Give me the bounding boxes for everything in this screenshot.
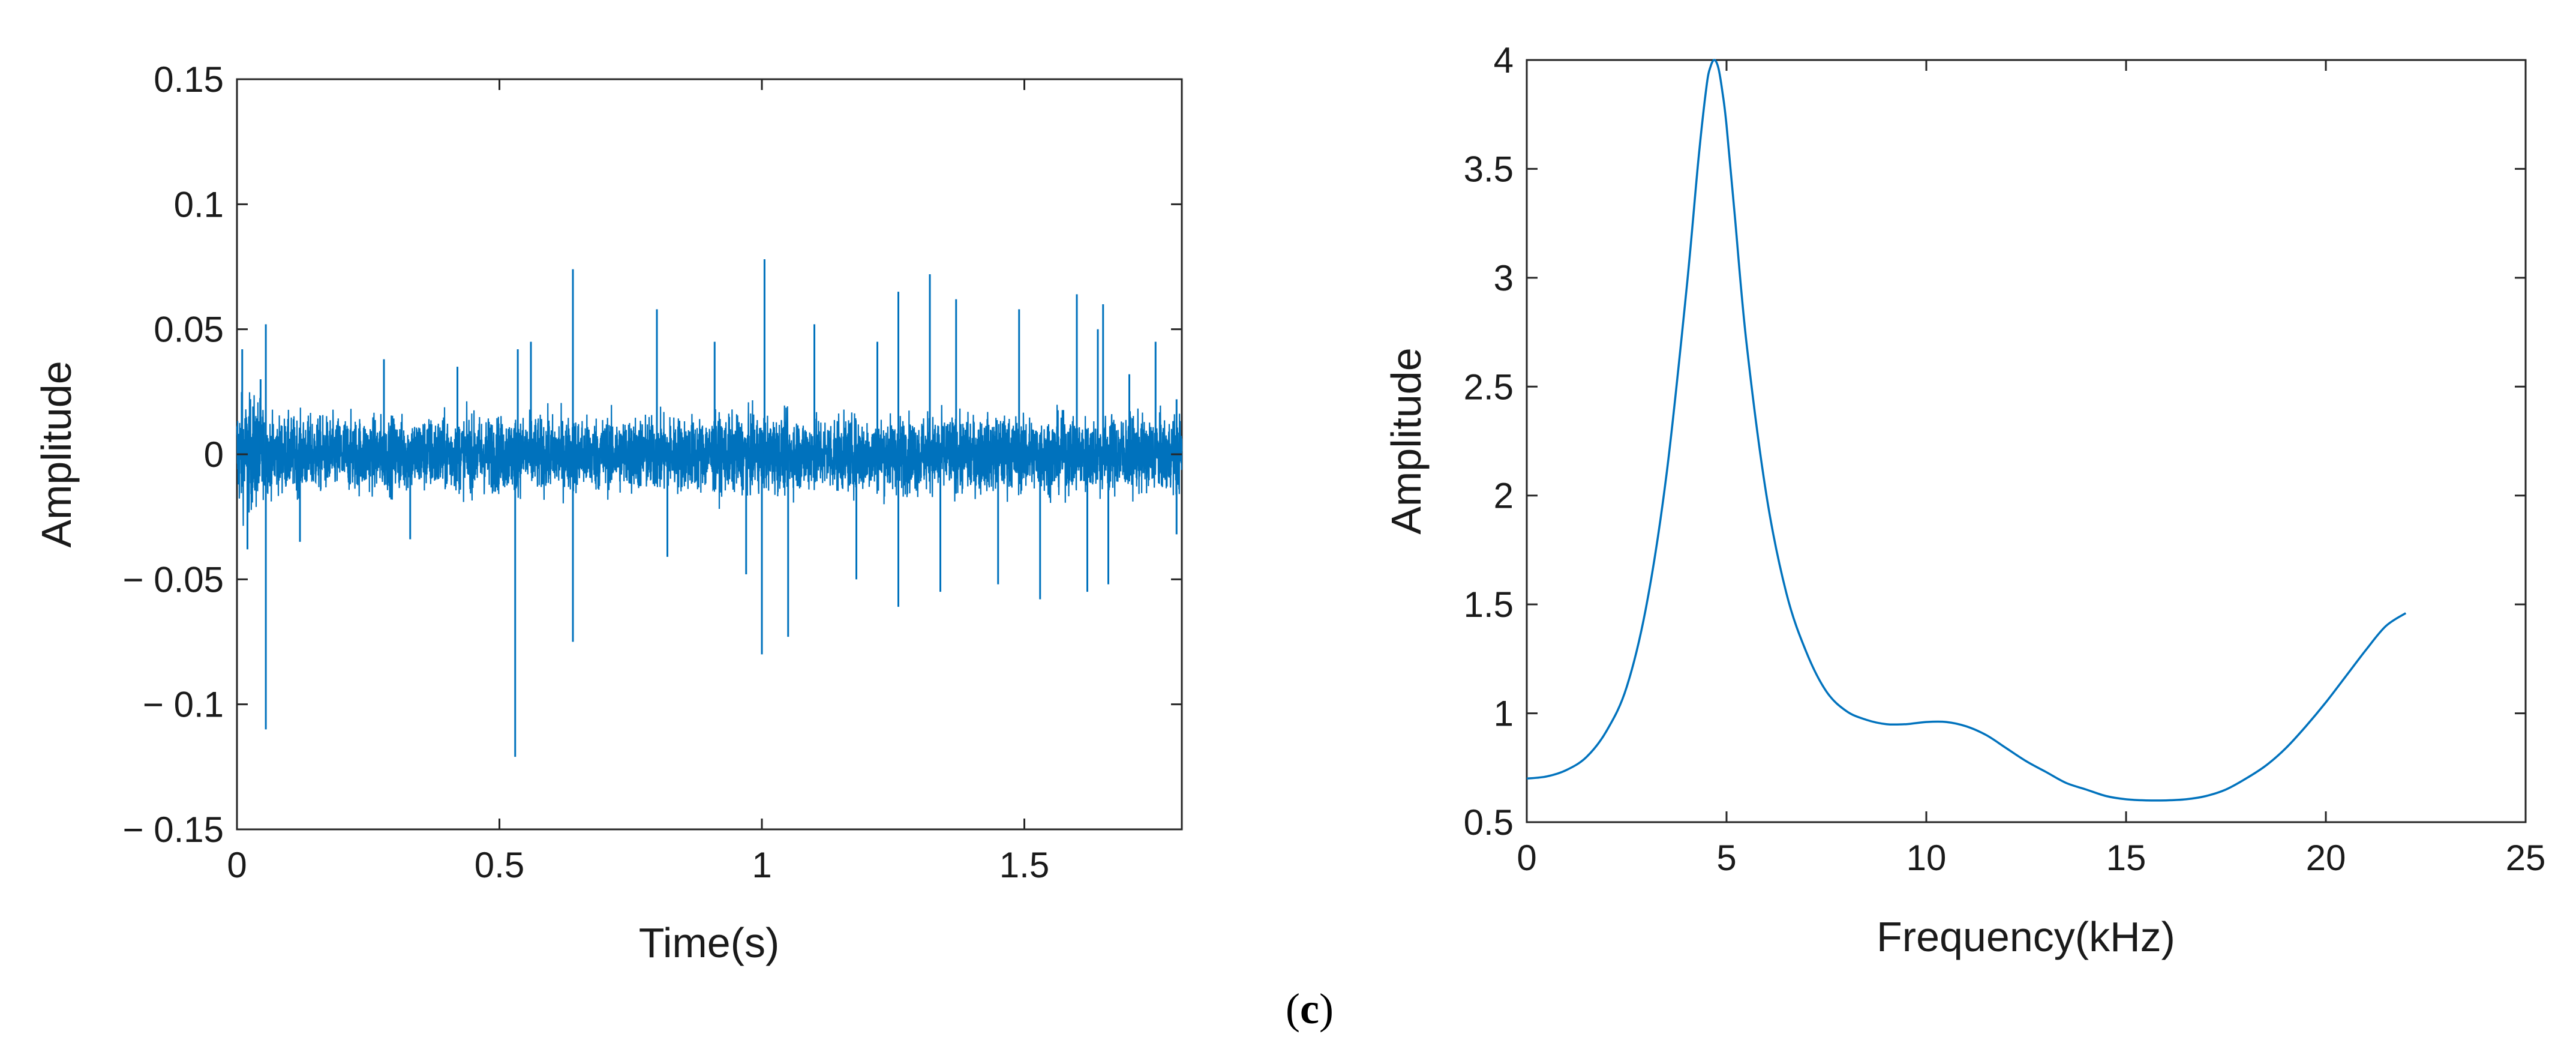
- right-y-tick-label: 2.5: [1464, 367, 1514, 407]
- right-x-tick-label: 25: [2506, 838, 2546, 878]
- right-ticks-group: 0 5 10 15 20 25 0.5 1 1.5 2 2.5 3 3.5 4: [1464, 40, 2546, 878]
- left-y-tick-label: 0.1: [174, 184, 224, 224]
- right-x-tick-label: 20: [2306, 838, 2346, 878]
- left-x-axis-title: Time(s): [639, 919, 780, 966]
- left-plot-area-group: 0 0.5 1 1.5 − 0.15 − 0.1 − 0.05 0 0.05 0.1 0.15: [123, 59, 1183, 885]
- left-y-tick-label: − 0.15: [123, 810, 224, 850]
- right-plot-area-group: 0 5 10 15 20 25 0.5 1 1.5 2 2.5 3 3.5 4: [1464, 40, 2546, 878]
- right-y-tick-label: 1.5: [1464, 585, 1514, 625]
- panel-label-letter: c: [1300, 985, 1319, 1033]
- panel-label: (c): [1286, 985, 1334, 1033]
- right-y-tick-label: 4: [1494, 40, 1514, 80]
- right-x-tick-label: 5: [1716, 838, 1736, 878]
- left-x-tick-label: 0.5: [475, 845, 524, 885]
- left-y-tick-label: 0.15: [154, 59, 224, 100]
- right-x-tick-label: 10: [1907, 838, 1947, 878]
- right-y-tick-label: 3: [1494, 258, 1514, 298]
- right-y-tick-label: 3.5: [1464, 149, 1514, 189]
- right-y-tick-label: 2: [1494, 476, 1514, 516]
- right-spectrum-line: [1526, 59, 2407, 802]
- left-x-tick-label: 1: [752, 845, 771, 885]
- panel-label-open: (: [1286, 985, 1300, 1033]
- right-x-tick-label: 0: [1517, 838, 1536, 878]
- right-x-axis-title: Frequency(kHz): [1877, 913, 2175, 960]
- left-series-group: [236, 259, 1183, 757]
- left-y-axis-title: Amplitude: [33, 361, 80, 547]
- right-y-axis-title: Amplitude: [1383, 347, 1430, 534]
- left-x-tick-label: 1.5: [999, 845, 1049, 885]
- left-y-tick-label: − 0.1: [143, 685, 224, 725]
- frequency-chart: 0 5 10 15 20 25 0.5 1 1.5 2 2.5 3 3.5 4 Frequency(kHz…: [1383, 40, 2545, 960]
- left-y-tick-label: 0: [204, 434, 224, 475]
- left-x-tick-label: 0: [227, 845, 247, 885]
- left-y-tick-label: 0.05: [154, 310, 224, 350]
- right-y-tick-label: 0.5: [1464, 802, 1514, 843]
- right-x-tick-label: 15: [2106, 838, 2146, 878]
- panel-label-close: ): [1319, 985, 1334, 1033]
- right-plot-frame: [1526, 59, 2527, 823]
- left-y-tick-label: − 0.05: [123, 559, 224, 600]
- right-series-group: [1526, 59, 2407, 802]
- right-y-tick-label: 1: [1494, 694, 1514, 734]
- time-domain-chart: 0 0.5 1 1.5 − 0.15 − 0.1 − 0.05 0 0.05 0.1 0.15 Ti…: [33, 59, 1183, 966]
- left-noise-line: [236, 392, 1183, 526]
- left-ticks-group: 0 0.5 1 1.5 − 0.15 − 0.1 − 0.05 0 0.05 0.1 0.15: [123, 59, 1182, 885]
